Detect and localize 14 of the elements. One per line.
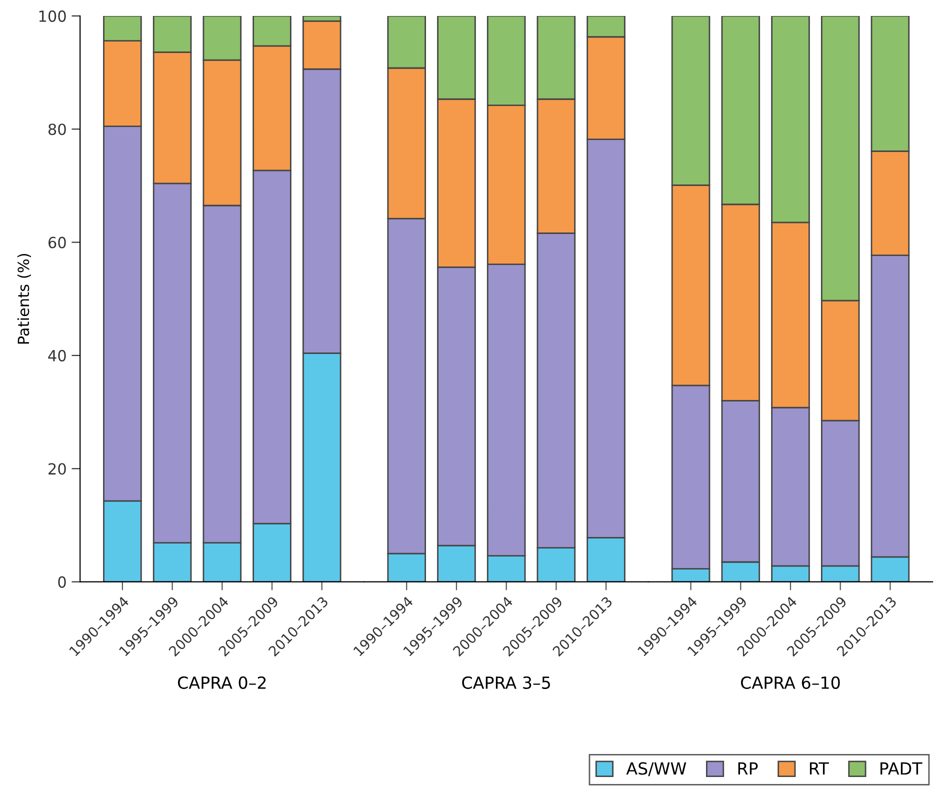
y-axis-title: Patients (%) (17, 254, 31, 344)
y-tick-label: 60 (48, 236, 66, 248)
legend-label: PADT (880, 762, 922, 775)
y-tick-label: 0 (58, 576, 66, 588)
legend-label: RP (738, 762, 758, 775)
legend-label: AS/WW (626, 762, 686, 776)
y-tick-label: 40 (48, 350, 66, 362)
y-tick-label: 20 (48, 463, 66, 475)
y-tick-label: 100 (39, 10, 66, 22)
y-tick-label: 80 (48, 124, 66, 136)
x-axis-title: CAPRA 3–5 (462, 676, 550, 689)
x-axis-title: CAPRA 6–10 (741, 676, 840, 689)
legend-label: RT (810, 762, 829, 775)
x-axis-title: CAPRA 0–2 (178, 676, 266, 689)
